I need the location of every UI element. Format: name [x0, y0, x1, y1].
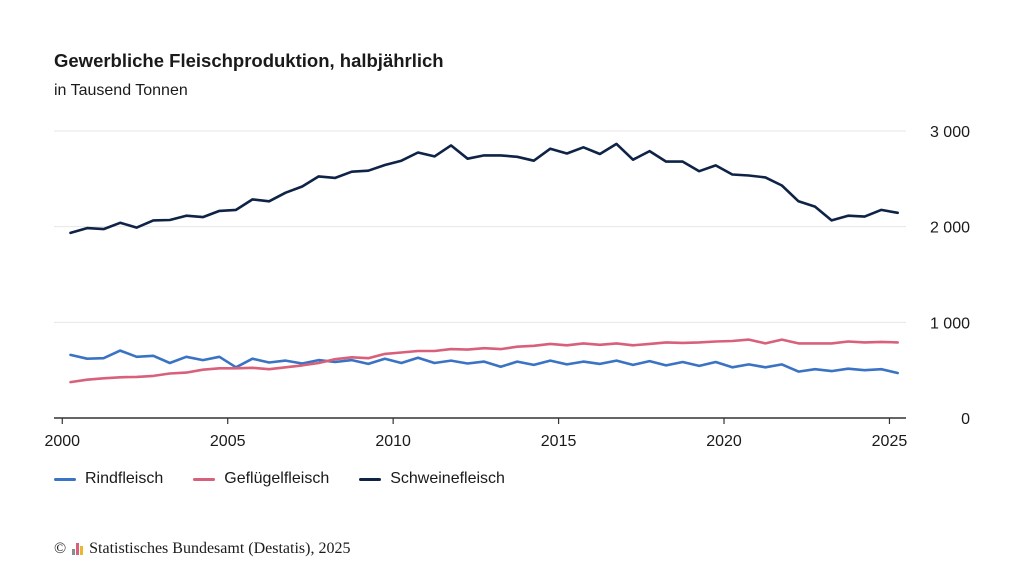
grid-lines	[54, 130, 906, 323]
series-line-rindfleisch	[69, 349, 900, 375]
y-tick-label: 1 000	[930, 315, 970, 332]
x-tick-label: 2020	[706, 433, 742, 450]
destatis-logo-icon	[72, 543, 84, 555]
legend-item-schweinefleisch[interactable]: Schweinefleisch	[359, 470, 505, 488]
x-tick-label: 2005	[210, 433, 246, 450]
chart-title: Gewerbliche Fleischproduktion, halbjährl…	[54, 50, 444, 71]
chart-legend: Rindfleisch Geflügelfleisch Schweineflei…	[54, 470, 505, 488]
legend-label-rindfleisch: Rindfleisch	[85, 470, 164, 487]
y-tick-label: 3 000	[930, 124, 970, 141]
source-text: Statistisches Bundesamt (Destatis), 2025	[89, 540, 351, 557]
y-tick-label: 2 000	[930, 220, 970, 237]
legend-label-gefluegelfleisch: Geflügelfleisch	[224, 470, 330, 487]
legend-item-gefluegelfleisch[interactable]: Geflügelfleisch	[193, 470, 329, 488]
legend-label-schweinefleisch: Schweinefleisch	[390, 470, 505, 487]
legend-swatch-gefluegelfleisch	[193, 477, 216, 481]
x-tick-label: 2000	[44, 433, 80, 450]
source-note: © Statistisches Bundesamt (Destatis), 20…	[54, 540, 350, 558]
series-line-schweinefleisch	[69, 142, 900, 235]
x-tick-label: 2025	[872, 433, 908, 450]
y-tick-label: 0	[961, 411, 970, 428]
copyright-symbol: ©	[54, 540, 67, 557]
y-axis-labels: 0 1 000 2 000 3 000	[930, 124, 970, 428]
series-lines	[69, 142, 900, 384]
legend-swatch-schweinefleisch	[359, 477, 382, 481]
legend-item-rindfleisch[interactable]: Rindfleisch	[54, 470, 163, 488]
x-tick-label: 2015	[541, 433, 577, 450]
chart-subtitle: in Tausend Tonnen	[54, 82, 188, 99]
legend-swatch-rindfleisch	[54, 477, 76, 481]
series-line-gefluegelfleisch	[69, 338, 900, 384]
x-tick-label: 2010	[375, 433, 411, 450]
x-axis: 2000 2005 2010 2015 2020 2025	[44, 417, 908, 450]
